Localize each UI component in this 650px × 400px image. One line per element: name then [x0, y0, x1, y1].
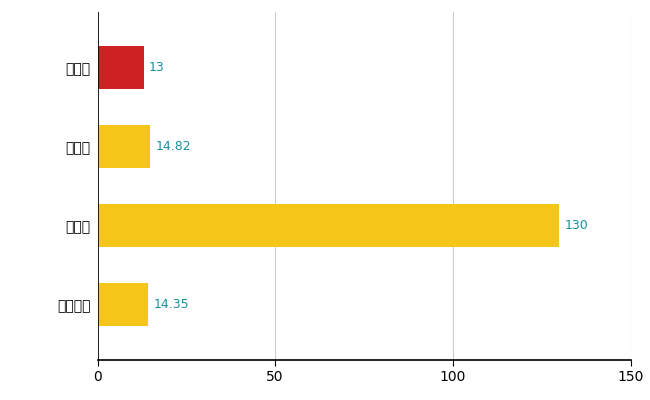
- Text: 14.82: 14.82: [155, 140, 191, 153]
- Bar: [98, 125, 150, 168]
- Bar: [98, 283, 148, 326]
- Text: 14.35: 14.35: [154, 298, 189, 311]
- Bar: [98, 46, 144, 89]
- Text: 130: 130: [565, 219, 588, 232]
- Text: 13: 13: [149, 61, 164, 74]
- Bar: [98, 204, 560, 247]
